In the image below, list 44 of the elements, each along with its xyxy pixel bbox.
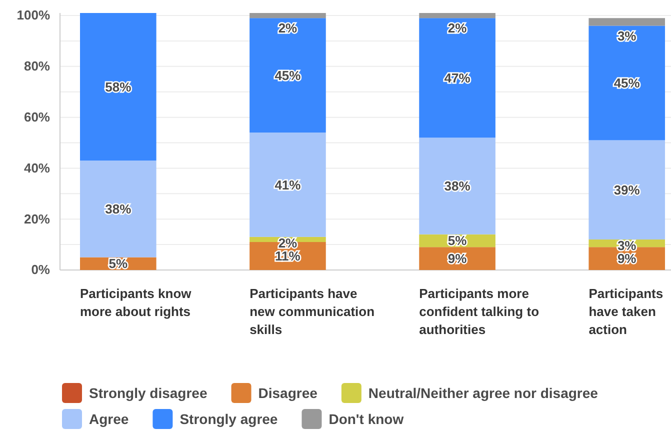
- legend-label: Strongly agree: [180, 410, 278, 427]
- bar: [588, 18, 665, 26]
- data-label: 47%: [444, 70, 471, 86]
- bar: [250, 13, 326, 18]
- y-tick-label: 80%: [24, 58, 50, 74]
- y-tick-label: 20%: [24, 211, 50, 226]
- bar: [588, 140, 665, 240]
- y-tick-label: 40%: [24, 160, 50, 176]
- bar: [419, 138, 496, 234]
- legend-label: Agree: [89, 410, 129, 427]
- bar: [419, 13, 496, 18]
- bar: [250, 132, 326, 237]
- data-label: 5%: [448, 232, 468, 248]
- legend-label: Strongly disagree: [89, 384, 208, 401]
- legend-label: Disagree: [258, 384, 318, 401]
- y-tick-label: 0%: [31, 262, 50, 278]
- bar: [250, 18, 326, 133]
- data-label: 11%: [275, 248, 301, 264]
- data-label: 45%: [614, 76, 640, 91]
- data-label: 58%: [105, 79, 132, 94]
- data-label: 2%: [278, 20, 298, 36]
- y-tick-label: 60%: [24, 109, 50, 124]
- data-label: 2%: [278, 235, 298, 250]
- bar: [80, 160, 156, 258]
- x-tick-label: Participants have new communication skills: [250, 286, 375, 337]
- data-label: 45%: [274, 68, 302, 83]
- data-label: 38%: [444, 178, 471, 194]
- data-label: 5%: [108, 256, 128, 271]
- data-label: 2%: [448, 20, 468, 36]
- y-tick-label: 100%: [16, 8, 50, 23]
- data-label: 3%: [617, 28, 637, 44]
- x-tick-label: Participants more confident talking to authorities: [419, 286, 540, 337]
- bar: [80, 13, 156, 161]
- legend-label: Don't know: [328, 410, 404, 427]
- data-label: 41%: [274, 177, 302, 192]
- legend-label: Neutral/Neither agree nor disagree: [368, 384, 598, 401]
- x-tick-label: Participants know more about rights: [80, 286, 192, 319]
- bar: [588, 26, 665, 140]
- bar: [419, 18, 496, 138]
- data-label: 9%: [617, 251, 637, 266]
- data-label: 39%: [614, 182, 640, 198]
- data-label: 9%: [448, 251, 468, 266]
- data-label: 38%: [105, 201, 132, 216]
- x-tick-label: Participants have taken action: [588, 286, 664, 337]
